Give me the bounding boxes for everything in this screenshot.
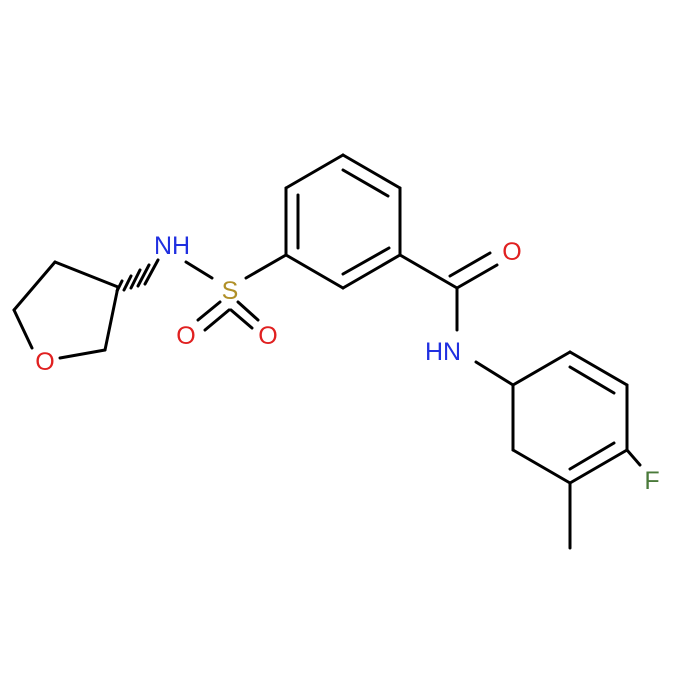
atom-label: O <box>258 322 277 350</box>
atom-label: O <box>176 322 195 350</box>
atom-label: F <box>644 467 659 495</box>
atom-label: NH <box>154 232 190 260</box>
atom-label: O <box>502 238 521 266</box>
atom-label: O <box>35 348 54 376</box>
atom-label: S <box>222 277 239 305</box>
bonds <box>12 153 642 550</box>
atom-label: HN <box>425 338 461 366</box>
